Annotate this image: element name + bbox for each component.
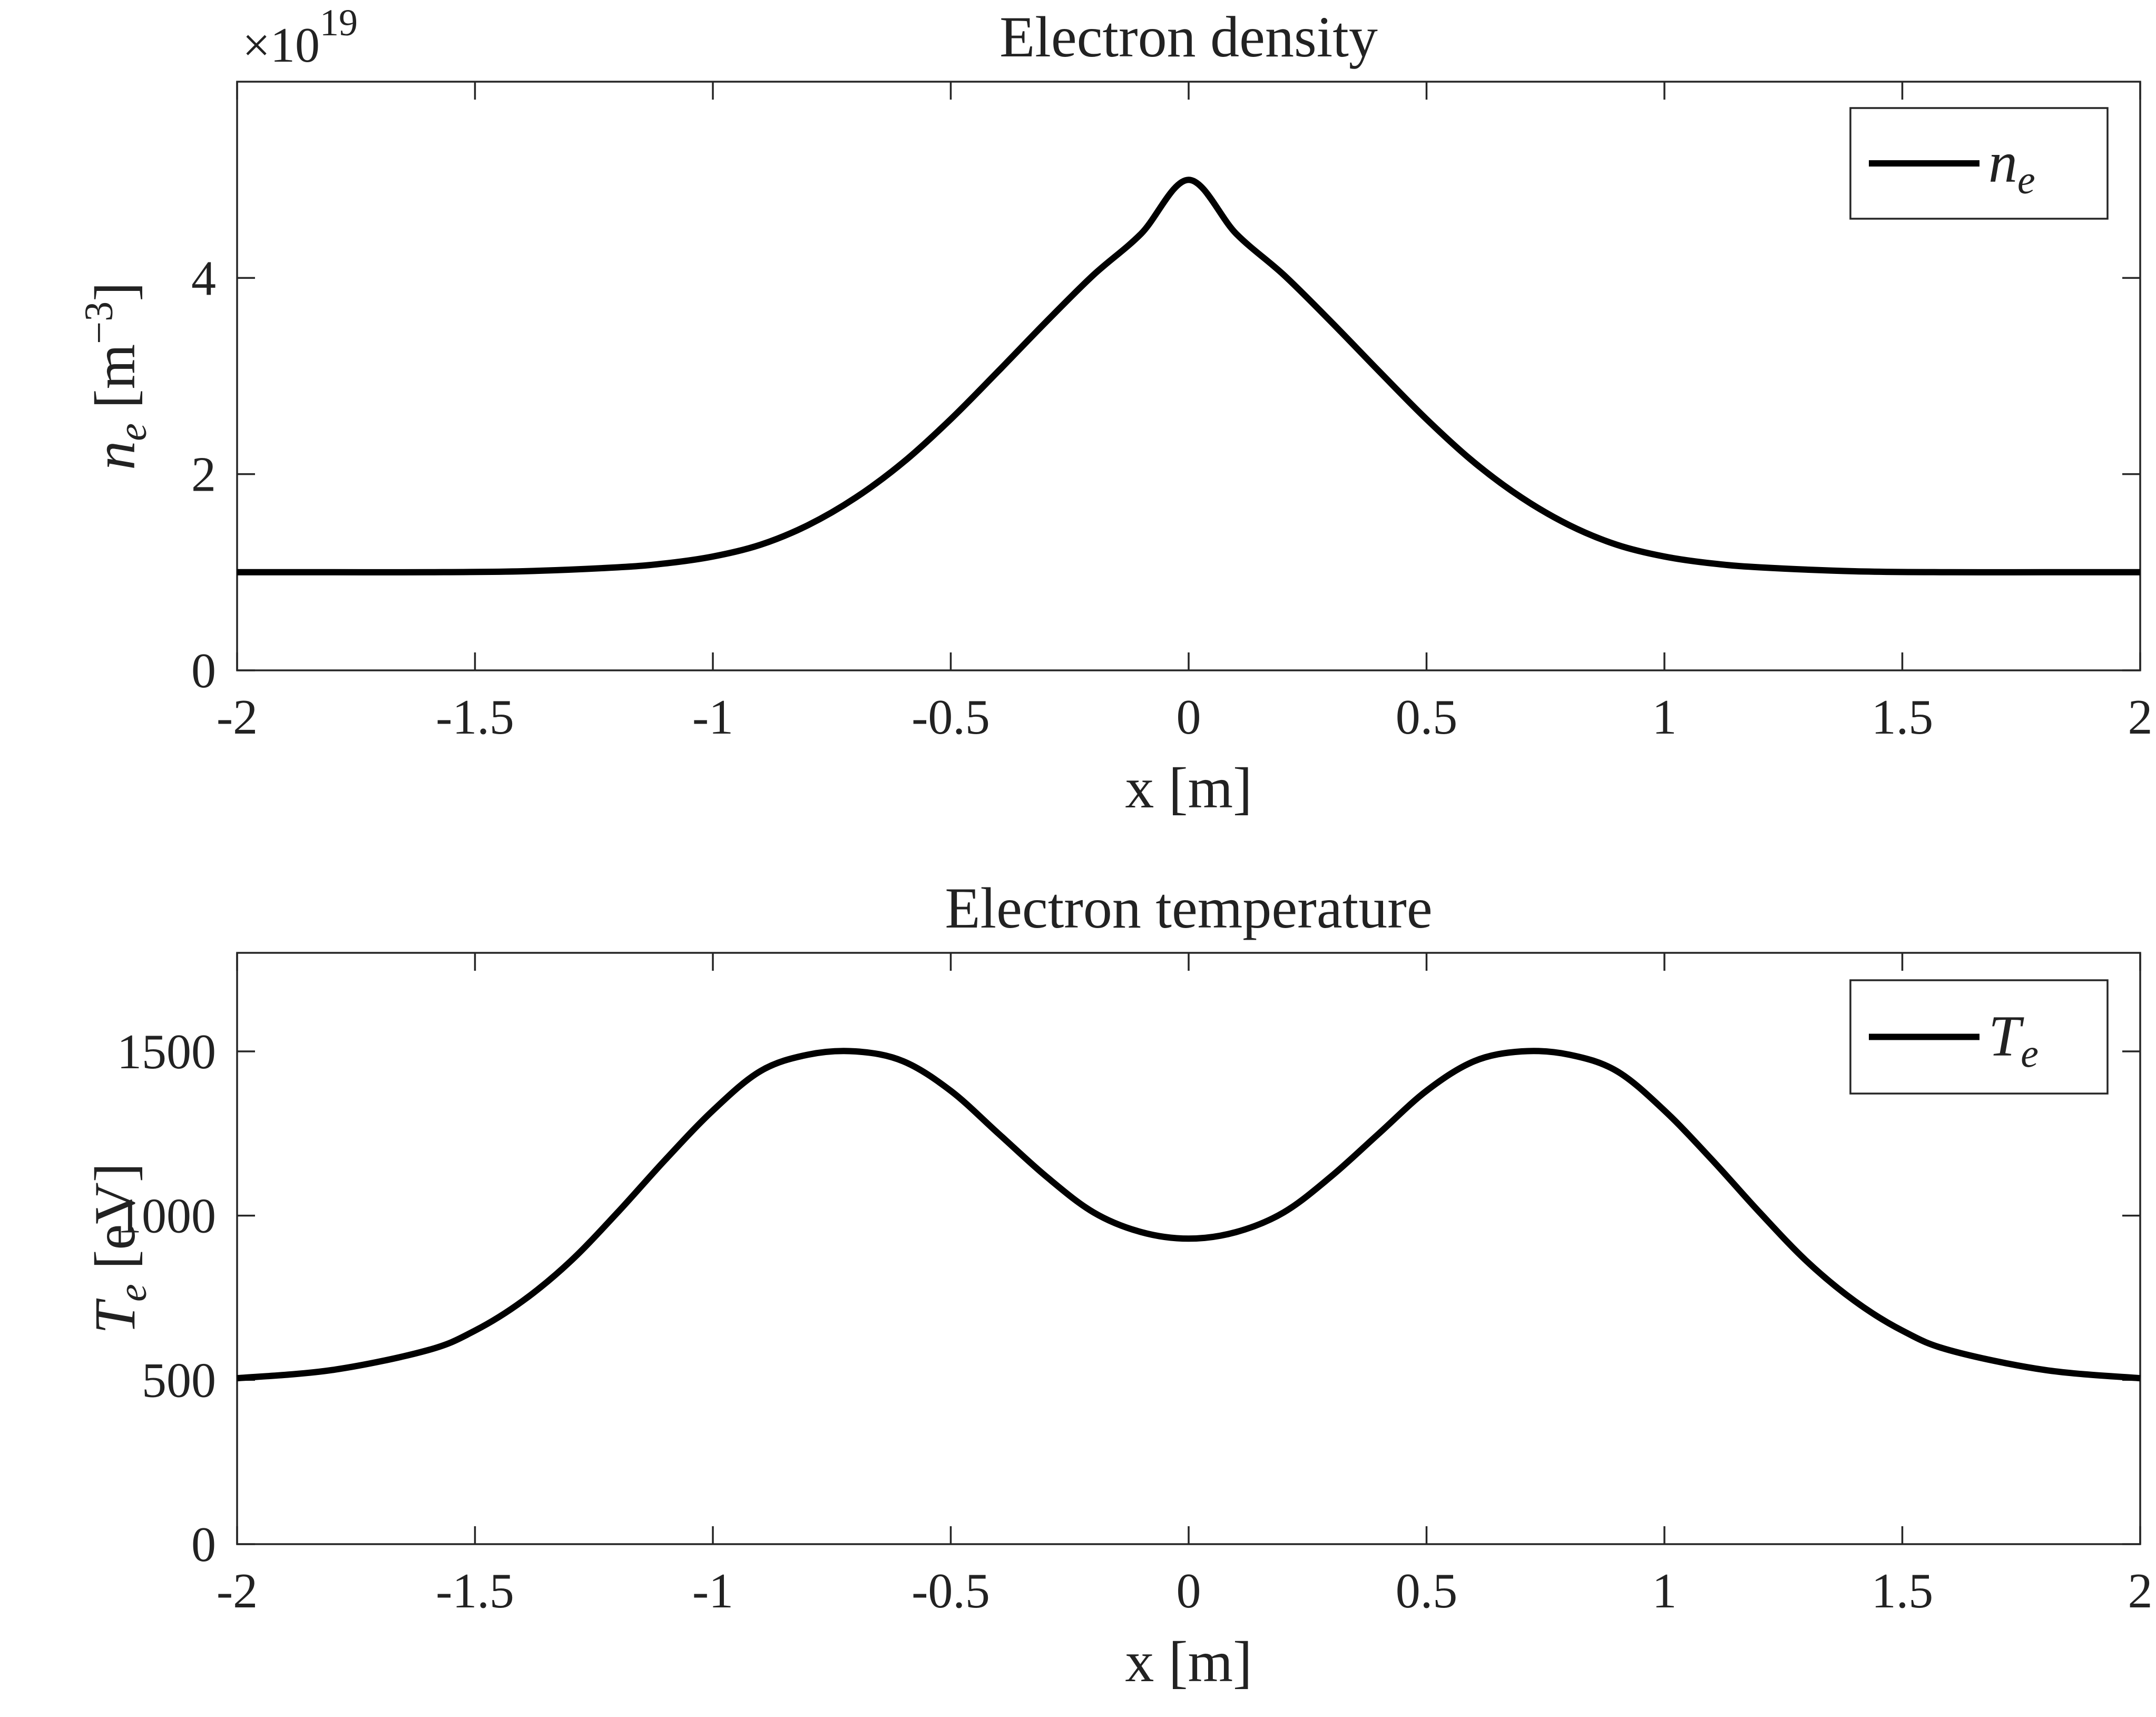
y-axis-label: ne[m−3] [77, 282, 155, 470]
chart-title: Electron temperature [945, 876, 1432, 940]
x-tick-label: 0.5 [1396, 690, 1458, 745]
chart-panel-1: -2 -1.5 -1 -0.5 0 0.5 1 1.5 2 0 2 4 Electron density… [77, 2, 2153, 820]
x-tick-label: 2 [2128, 690, 2153, 745]
x-tick-label: 1.5 [1871, 690, 1934, 745]
y-tick-label: 0 [191, 643, 216, 698]
x-tick-label: -1.5 [436, 1564, 514, 1618]
x-tick-label: 0 [1177, 1564, 1201, 1618]
x-tick-label: -1 [692, 690, 733, 745]
x-tick-label: 1.5 [1871, 1564, 1934, 1618]
legend: ne [1849, 107, 2109, 220]
y-axis-label: Te[eV] [83, 1163, 155, 1334]
x-tick-label: 1 [1652, 1564, 1677, 1618]
y-tick-label: 4 [191, 251, 216, 306]
y-tick-label: 1500 [117, 1025, 216, 1079]
x-tick-label: 0 [1177, 690, 1201, 745]
x-axis-label: x [m] [1125, 756, 1252, 820]
chart-panel-2: -2 -1.5 -1 -0.5 0 0.5 1 1.5 2 0 500 1000 1500 Electro… [83, 876, 2153, 1694]
y-tick-label: 500 [142, 1353, 216, 1408]
x-tick-label: 2 [2128, 1564, 2153, 1618]
x-tick-label: -1 [692, 1564, 733, 1618]
legend-label: Te [1988, 1004, 2039, 1076]
x-tick-label: 0.5 [1396, 1564, 1458, 1618]
y-tick-label: 2 [191, 447, 216, 502]
y-tick-label: 1000 [117, 1189, 216, 1244]
series-line-n-e [237, 177, 2140, 575]
x-tick-label: -2 [217, 690, 258, 745]
x-tick-label: 1 [1652, 690, 1677, 745]
chart-title: Electron density [999, 5, 1378, 69]
legend: Te [1849, 979, 2109, 1095]
x-tick-label: -0.5 [912, 1564, 990, 1618]
series-line-t-e [237, 1048, 2141, 1382]
y-tick-label: 0 [191, 1517, 216, 1572]
x-tick-label: -1.5 [436, 690, 514, 745]
y-axis-exponent: ×1019 [242, 2, 358, 73]
x-tick-label: -2 [217, 1564, 258, 1618]
legend-label: ne [1988, 130, 2035, 202]
x-axis-label: x [m] [1125, 1630, 1252, 1694]
x-tick-label: -0.5 [912, 690, 990, 745]
